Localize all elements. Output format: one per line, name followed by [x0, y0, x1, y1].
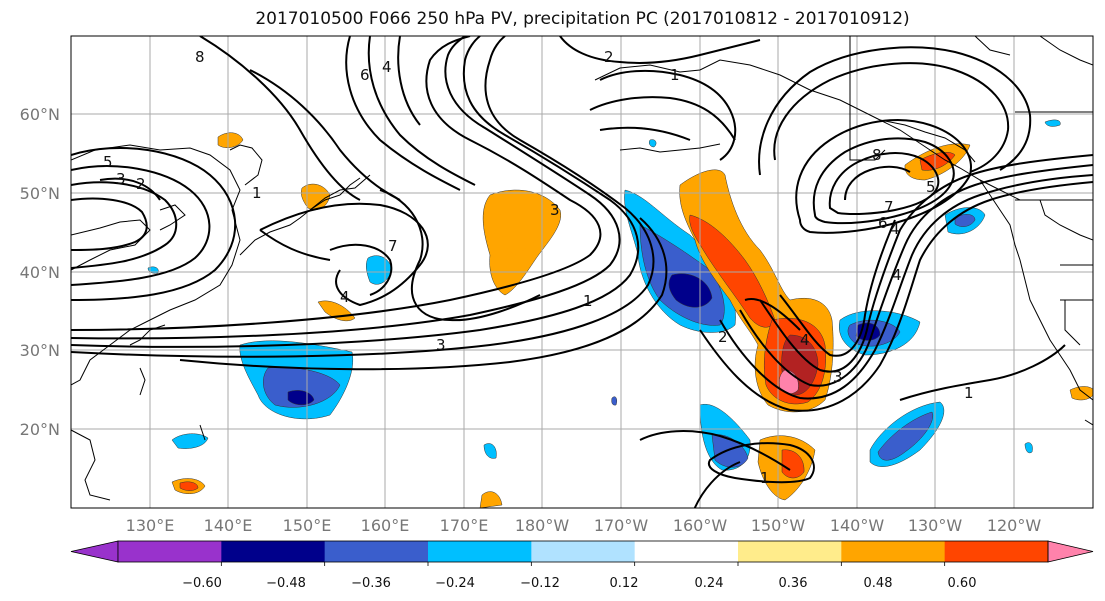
- contour-label: 4: [800, 331, 810, 349]
- colorbar-extend-high: [1047, 540, 1094, 563]
- lon-label: 130°W: [908, 516, 963, 535]
- colorbar-segment: [634, 541, 739, 562]
- longitude-labels: 130°E 140°E 150°E 160°E 170°E 180°W 170°…: [126, 516, 1042, 535]
- contour-label: 3: [116, 170, 126, 188]
- contour-label: 7: [884, 198, 894, 216]
- lon-label: 180°W: [515, 516, 570, 535]
- pv-contours: [71, 36, 1093, 508]
- contour-label: 2: [136, 175, 146, 193]
- lat-label: 50°N: [20, 184, 60, 203]
- lon-label: 130°E: [126, 516, 175, 535]
- contour-label: 1: [252, 184, 262, 202]
- contour-label: 5: [103, 153, 113, 171]
- contour-label: 3: [436, 336, 446, 354]
- colorbar: [70, 540, 1094, 566]
- colorbar-tick-label: 0.12: [610, 576, 639, 591]
- precipitation-shading: [147, 119, 1093, 508]
- colorbar-tick-label: −0.36: [351, 576, 391, 591]
- lon-label: 160°W: [673, 516, 728, 535]
- contour-label: 4: [890, 220, 900, 238]
- map-title: 2017010500 F066 250 hPa PV, precipitatio…: [255, 9, 910, 29]
- contour-label: 3: [833, 368, 843, 386]
- contour-label: 8: [872, 146, 882, 164]
- colorbar-tick-label: 0.24: [695, 576, 724, 591]
- colorbar-tick-label: 0.60: [948, 576, 977, 591]
- contour-label: 3: [550, 201, 560, 219]
- colorbar-tick-label: 0.36: [779, 576, 808, 591]
- map-border: [70, 35, 1094, 509]
- lat-label: 60°N: [20, 105, 60, 124]
- colorbar-segment: [118, 541, 222, 562]
- contour-label: 8: [195, 48, 205, 66]
- colorbar-tick-label: −0.60: [182, 576, 222, 591]
- lon-label: 170°W: [594, 516, 649, 535]
- lon-label: 150°E: [283, 516, 332, 535]
- lon-label: 140°E: [204, 516, 253, 535]
- lon-label: 150°W: [751, 516, 806, 535]
- latitude-labels: 60°N 50°N 40°N 30°N 20°N: [20, 105, 60, 439]
- colorbar-segment: [221, 541, 326, 562]
- lon-label: 170°E: [440, 516, 489, 535]
- contour-label: 1: [670, 66, 680, 84]
- colorbar-extend-low: [70, 540, 119, 563]
- contour-label: 2: [604, 48, 614, 66]
- map-gridlines: [71, 36, 1093, 508]
- lon-label: 140°W: [830, 516, 885, 535]
- colorbar-tick-label: −0.48: [266, 576, 306, 591]
- colorbar-segment: [738, 541, 842, 562]
- contour-label: 5: [926, 178, 936, 196]
- colorbar-outline: [117, 540, 1049, 563]
- contour-label: 1: [760, 469, 770, 487]
- colorbar-segment: [324, 541, 429, 562]
- contour-label: 6: [878, 214, 888, 232]
- contour-label: 4: [892, 266, 902, 284]
- colorbar-segment: [428, 541, 532, 562]
- lon-label: 160°E: [361, 516, 410, 535]
- lat-label: 40°N: [20, 263, 60, 282]
- lon-label: 120°W: [987, 516, 1042, 535]
- contour-label: 4: [382, 58, 392, 76]
- contour-label: 1: [964, 384, 974, 402]
- lat-label: 30°N: [20, 341, 60, 360]
- colorbar-tick-label: −0.12: [520, 576, 560, 591]
- colorbar-segment: [841, 541, 946, 562]
- colorbar-segment: [944, 541, 1049, 562]
- colorbar-ticks: −0.60 −0.48 −0.36 −0.24 −0.12 0.12 0.24 …: [182, 576, 976, 591]
- contour-label: 2: [718, 328, 728, 346]
- contour-label: 7: [388, 237, 398, 255]
- contour-label: 1: [583, 292, 593, 310]
- colorbar-segment: [531, 541, 636, 562]
- colorbar-tick-label: −0.24: [435, 576, 475, 591]
- lat-label: 20°N: [20, 420, 60, 439]
- contour-label: 6: [360, 66, 370, 84]
- contour-label: 4: [340, 288, 350, 306]
- colorbar-tick-label: 0.48: [864, 576, 893, 591]
- contour-labels: 8 6 4 5 3 2 1 7 2 1 3 4 3 1 1 8 6 4 5 4 …: [103, 48, 974, 487]
